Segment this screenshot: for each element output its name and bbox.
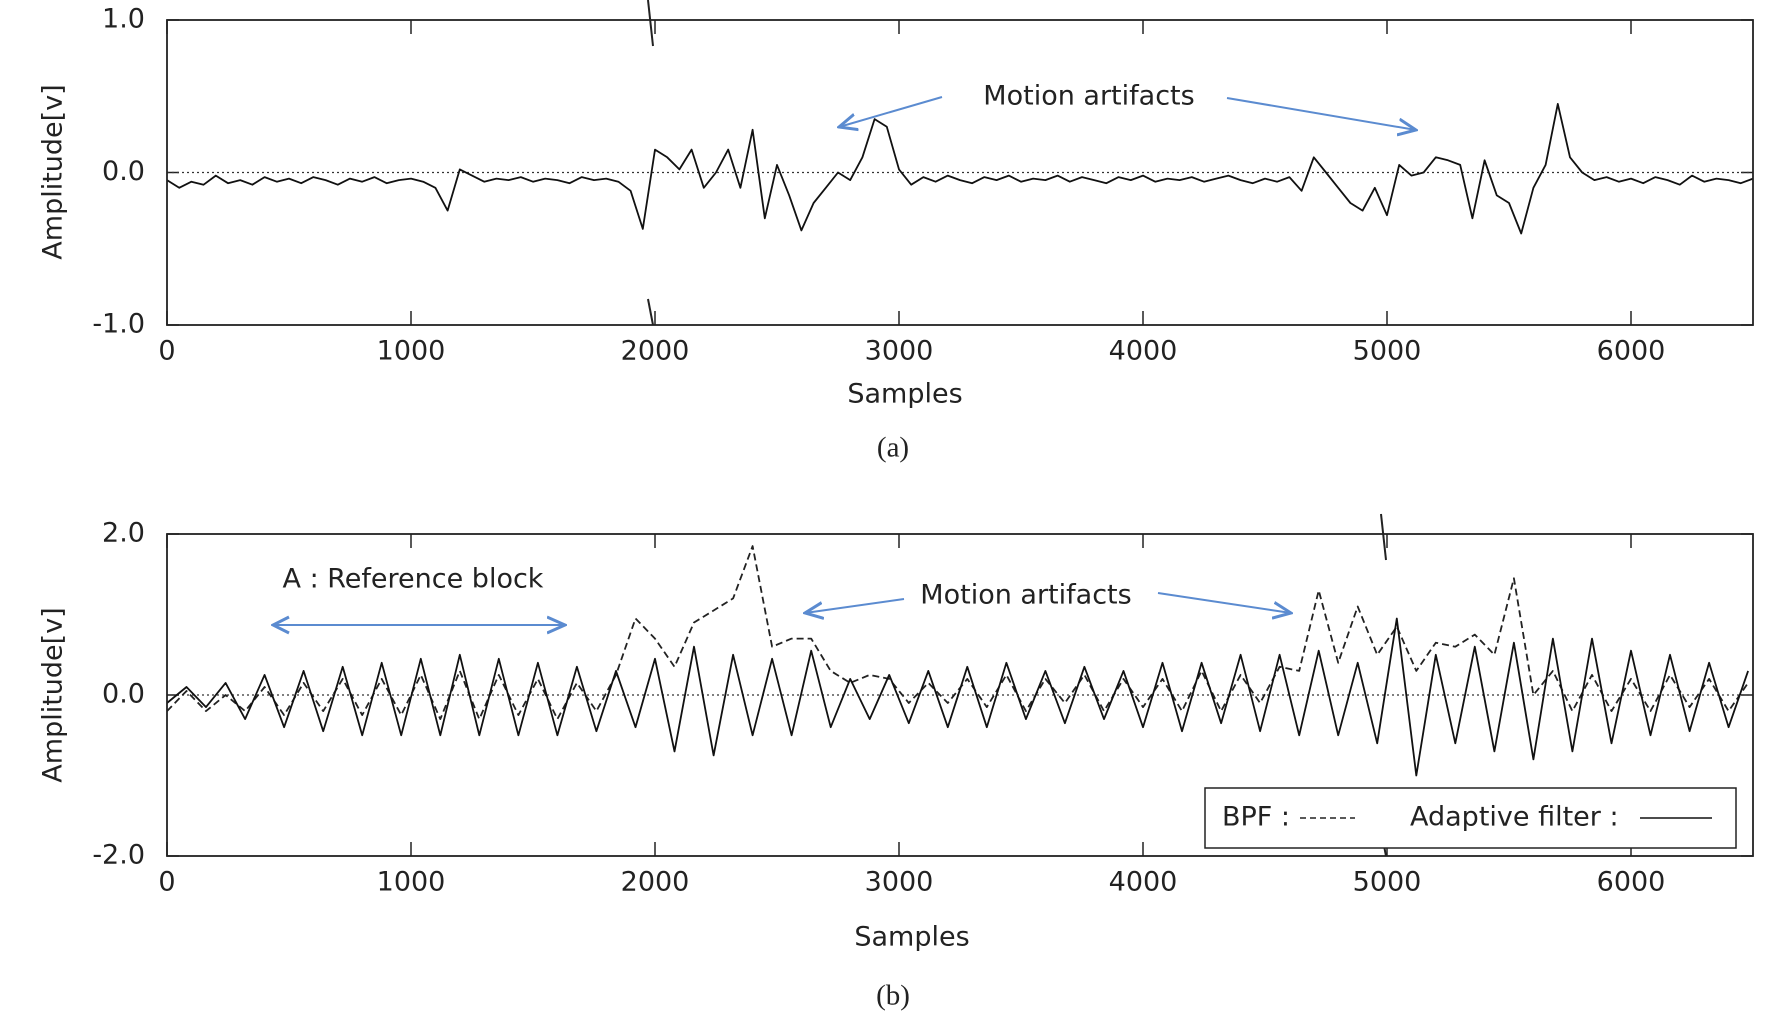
legend-label: Adaptive filter : [1410,802,1619,833]
x-tick-label: 0 [158,867,175,898]
axis-break [647,298,654,326]
x-tick-label: 0 [158,336,175,367]
x-tick-label: 1000 [377,867,446,898]
annotation: A : Reference block [283,564,544,595]
x-axis-label: Samples [854,922,969,953]
y-tick-label: 1.0 [102,4,145,35]
data-line [166,103,1754,235]
x-tick-label: 6000 [1597,867,1666,898]
arrow [839,96,943,127]
arrow [1226,97,1416,130]
y-axis-label: Amplitude[v] [38,84,69,259]
x-tick-label: 6000 [1597,336,1666,367]
x-tick-label: 5000 [1353,336,1422,367]
axis-break [1380,513,1387,561]
x-tick-label: 2000 [621,867,690,898]
x-tick-label: 5000 [1353,867,1422,898]
arrow [805,598,905,613]
arrow [1157,592,1291,613]
y-tick-label: 0.0 [102,679,145,710]
caption: (b) [876,980,910,1012]
y-tick-label: -2.0 [92,840,145,871]
x-tick-label: 2000 [621,336,690,367]
y-tick-label: -1.0 [92,309,145,340]
caption: (a) [877,432,909,464]
annotation: Motion artifacts [983,81,1194,112]
x-tick-label: 3000 [865,867,934,898]
x-axis-label: Samples [847,379,962,410]
plot-frame [166,19,1754,326]
annotation: Motion artifacts [920,580,1131,611]
x-tick-label: 3000 [865,336,934,367]
legend-label: BPF : [1222,802,1290,833]
x-tick-label: 4000 [1109,867,1178,898]
y-tick-label: 2.0 [102,518,145,549]
y-axis-label: Amplitude[v] [38,607,69,782]
plot-frame [166,533,1754,857]
data-line [166,617,1749,777]
x-tick-label: 4000 [1109,336,1178,367]
legend: BPF : Adaptive filter : [1204,787,1737,849]
x-tick-label: 1000 [377,336,446,367]
y-tick-label: 0.0 [102,156,145,187]
axis-break [647,0,654,47]
